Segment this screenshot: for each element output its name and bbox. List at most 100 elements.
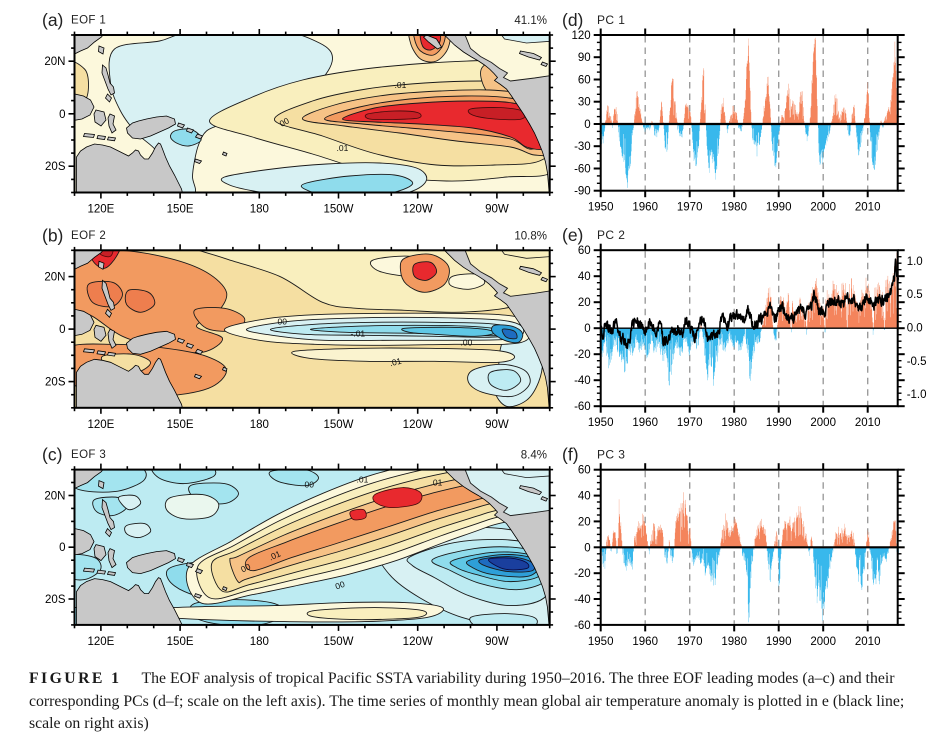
svg-text:2000: 2000 — [810, 202, 836, 214]
svg-text:120E: 120E — [87, 419, 114, 431]
svg-text:PC 3: PC 3 — [597, 448, 625, 462]
svg-text:(d): (d) — [562, 10, 583, 30]
svg-text:120E: 120E — [87, 204, 114, 216]
svg-text:00: 00 — [278, 316, 288, 326]
svg-text:10.8%: 10.8% — [514, 230, 547, 242]
svg-text:0: 0 — [59, 324, 65, 336]
svg-text:00: 00 — [305, 480, 315, 490]
svg-text:0.0: 0.0 — [907, 323, 923, 335]
svg-text:0: 0 — [584, 323, 590, 335]
svg-text:20: 20 — [578, 516, 591, 528]
svg-text:(c): (c) — [42, 445, 62, 465]
svg-text:1960: 1960 — [632, 202, 658, 214]
svg-text:60: 60 — [578, 75, 591, 87]
svg-text:1980: 1980 — [721, 202, 747, 214]
svg-text:1.0: 1.0 — [907, 256, 923, 268]
svg-text:20S: 20S — [45, 377, 66, 389]
svg-text:40: 40 — [578, 491, 591, 503]
svg-text:20N: 20N — [44, 491, 65, 503]
svg-text:.01: .01 — [337, 143, 349, 153]
svg-text:1980: 1980 — [721, 636, 747, 648]
svg-text:EOF 1: EOF 1 — [71, 15, 106, 27]
svg-text:PC 2: PC 2 — [597, 228, 625, 242]
svg-text:41.1%: 41.1% — [514, 15, 547, 27]
svg-text:-40: -40 — [574, 594, 591, 606]
svg-text:1950: 1950 — [588, 417, 614, 429]
svg-text:40: 40 — [578, 271, 591, 283]
svg-text:90W: 90W — [485, 636, 509, 648]
svg-text:-.01: -.01 — [351, 328, 366, 338]
svg-text:8.4%: 8.4% — [521, 450, 547, 462]
svg-text:1970: 1970 — [677, 636, 703, 648]
svg-text:.01: .01 — [431, 478, 443, 488]
svg-text:120W: 120W — [403, 419, 433, 431]
svg-text:180: 180 — [250, 636, 269, 648]
svg-text:2000: 2000 — [810, 636, 836, 648]
svg-text:1990: 1990 — [766, 202, 792, 214]
svg-text:150E: 150E — [167, 636, 194, 648]
svg-text:1960: 1960 — [632, 417, 658, 429]
svg-text:90: 90 — [578, 52, 591, 64]
svg-text:1970: 1970 — [677, 202, 703, 214]
svg-text:(e): (e) — [562, 225, 583, 245]
svg-text:1990: 1990 — [766, 636, 792, 648]
svg-text:00: 00 — [334, 579, 347, 592]
svg-text:120W: 120W — [403, 204, 433, 216]
svg-text:2000: 2000 — [810, 417, 836, 429]
svg-text:20S: 20S — [45, 161, 66, 173]
svg-text:1990: 1990 — [766, 417, 792, 429]
svg-text:-40: -40 — [574, 375, 591, 387]
svg-text:00: 00 — [278, 115, 291, 128]
svg-text:120: 120 — [572, 30, 591, 42]
svg-text:150W: 150W — [323, 636, 353, 648]
svg-text:.00: .00 — [461, 337, 473, 347]
svg-text:00: 00 — [239, 561, 252, 574]
svg-text:150W: 150W — [323, 419, 353, 431]
svg-text:EOF 2: EOF 2 — [71, 230, 106, 242]
svg-text:-30: -30 — [574, 141, 591, 153]
svg-text:PC 1: PC 1 — [597, 13, 625, 27]
svg-text:-90: -90 — [574, 186, 591, 198]
svg-text:180: 180 — [250, 204, 269, 216]
svg-text:1960: 1960 — [632, 636, 658, 648]
svg-text:2010: 2010 — [855, 636, 881, 648]
svg-text:(b): (b) — [42, 225, 63, 245]
svg-text:30: 30 — [578, 97, 591, 109]
svg-text:(a): (a) — [42, 10, 63, 30]
svg-text:20S: 20S — [45, 594, 66, 606]
svg-text:60: 60 — [578, 465, 591, 477]
svg-text:-1.0: -1.0 — [907, 389, 927, 401]
svg-text:150E: 150E — [167, 204, 194, 216]
svg-text:.01: .01 — [267, 548, 282, 562]
svg-text:1950: 1950 — [588, 202, 614, 214]
svg-text:(f): (f) — [562, 445, 579, 465]
svg-text:-20: -20 — [574, 568, 591, 580]
svg-text:0: 0 — [584, 119, 590, 131]
svg-text:.01: .01 — [389, 356, 403, 369]
svg-text:0: 0 — [59, 542, 65, 554]
svg-text:150E: 150E — [167, 419, 194, 431]
svg-text:.01: .01 — [357, 475, 369, 485]
svg-text:-60: -60 — [574, 401, 591, 413]
svg-text:90W: 90W — [485, 419, 509, 431]
svg-text:-60: -60 — [574, 164, 591, 176]
svg-text:1950: 1950 — [588, 636, 614, 648]
svg-text:20N: 20N — [44, 272, 65, 284]
svg-text:-60: -60 — [574, 620, 591, 632]
svg-text:120W: 120W — [403, 636, 433, 648]
svg-text:20N: 20N — [44, 56, 65, 68]
svg-text:.01: .01 — [395, 80, 407, 90]
svg-text:EOF 3: EOF 3 — [71, 449, 106, 461]
svg-text:-20: -20 — [574, 349, 591, 361]
svg-text:1980: 1980 — [721, 417, 747, 429]
svg-text:0: 0 — [59, 109, 65, 121]
svg-text:20: 20 — [578, 297, 591, 309]
svg-text:0.5: 0.5 — [907, 289, 923, 301]
svg-text:180: 180 — [250, 419, 269, 431]
svg-text:150W: 150W — [323, 204, 353, 216]
svg-text:-0.5: -0.5 — [907, 356, 927, 368]
svg-text:60: 60 — [578, 245, 591, 257]
svg-text:90W: 90W — [485, 204, 509, 216]
svg-text:0: 0 — [584, 542, 590, 554]
svg-text:1970: 1970 — [677, 417, 703, 429]
